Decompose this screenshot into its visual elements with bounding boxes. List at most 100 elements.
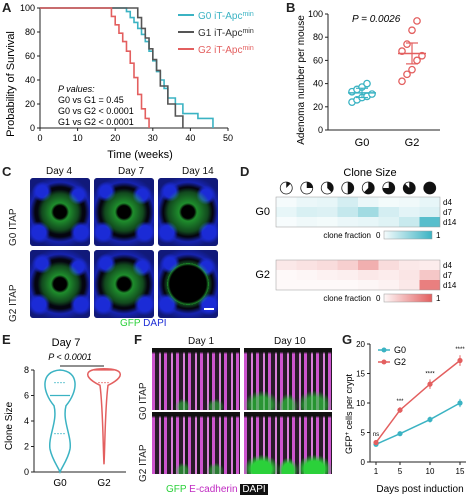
gfp-point-g2: [397, 407, 403, 413]
violin-y-tick-label: 0: [24, 467, 29, 477]
gfp-legend-g2: G2: [394, 357, 406, 367]
gfp-y-tick-label: 15: [356, 370, 365, 379]
gfp-x-tick-label: 5: [398, 467, 403, 476]
panel-c: Day 4 Day 7 Day 14 G0 ITAP G2 ITAP GFP D…: [0, 166, 236, 332]
panel-label-e: E: [2, 332, 11, 347]
gfp-y-tick-label: 0: [361, 458, 366, 467]
c-micrograph-g2-day4: [30, 250, 90, 318]
gfp-point-g0: [397, 431, 403, 437]
heatmap-cell-g2: [276, 270, 297, 280]
adenoma-y-tick-label: 0: [318, 125, 323, 135]
heatmap-cell-g2: [378, 280, 399, 290]
survival-y-tick-label: 0: [30, 123, 35, 133]
c-micrograph-g0-day7: [94, 178, 154, 246]
adenoma-y-tick-label: 100: [308, 9, 323, 19]
heatmap-cell-g0: [358, 197, 379, 207]
heatmap-cell-g2: [399, 280, 420, 290]
adenoma-point-g2: [408, 65, 416, 74]
f-micrograph-g2-day10: [244, 412, 332, 474]
f-day10-label: Day 10: [274, 336, 306, 347]
heatmap-cell-g0: [337, 197, 358, 207]
panel-label-a: A: [2, 0, 12, 15]
violin-y-tick-label: 4: [24, 416, 29, 426]
survival-y-tick-label: 40: [25, 75, 35, 85]
heatmap-cell-g0: [399, 207, 420, 217]
heatmap-group-g2: G2: [255, 269, 270, 281]
gfp-xlabel: Days post induction: [376, 484, 463, 495]
survival-x-tick-label: 0: [37, 133, 42, 143]
adenoma-y-tick-label: 80: [313, 32, 323, 42]
gfp-y-tick-label: 10: [356, 399, 365, 408]
heatmap-cell-g2: [358, 260, 379, 270]
violin-g0: [44, 369, 76, 475]
adenoma-y-tick-label: 60: [313, 55, 323, 65]
c-legend-dapi: DAPI: [143, 318, 167, 329]
c-micrograph-g2-day7: [94, 250, 154, 318]
gfp-y-tick-label: 20: [356, 340, 365, 349]
gfp-line-g2: [375, 359, 461, 443]
heatmap-cell-g0: [317, 197, 338, 207]
c-legend: GFP DAPI: [120, 318, 167, 329]
f-day1-label: Day 1: [188, 336, 215, 347]
c-micrograph-g2-day14: [158, 250, 218, 318]
survival-x-tick-label: 10: [73, 133, 83, 143]
violin-y-tick-label: 6: [24, 391, 29, 401]
heatmap-cell-g0: [337, 207, 358, 217]
f-legend-gfp: GFP: [166, 484, 187, 495]
f-micrograph-g0-day1: [152, 348, 240, 410]
panel-f: Day 1 Day 10 G0 ITAP G2 ITAP GFP E-cadhe…: [136, 334, 340, 496]
survival-legend: G0 iT-Apcmin G1 iT-Apcmin G2 iT-Apcmin: [178, 11, 254, 56]
heatmap-cell-g0: [378, 197, 399, 207]
survival-xlabel: Time (weeks): [107, 149, 173, 161]
f-micrograph-g2-day1: [152, 412, 240, 474]
clone-size-icon-fill-1: [286, 182, 291, 188]
legend-text-g1: G1 iT-Apcmin: [198, 28, 254, 40]
c-day4-label: Day 4: [46, 166, 73, 177]
heatmap-row-label-d4: d4: [443, 261, 452, 270]
panel-label-d: D: [240, 164, 250, 179]
heatmap-cell-g0: [337, 217, 358, 227]
gfp-point-g0: [427, 416, 433, 423]
adenoma-point-g0: [368, 90, 376, 98]
adenoma-pvalue: P = 0.0026: [352, 14, 401, 25]
gfp-significance-marker: ****: [425, 371, 435, 377]
heatmap-cell-g0: [419, 197, 440, 207]
heatmap-cell-g0: [317, 207, 338, 217]
heatmap-cell-g2: [419, 280, 440, 290]
survival-chart: 0 20 40 60 80 100 0 10 20 30 40 50 Probability of S…: [5, 3, 254, 161]
adenoma-point-g2: [403, 40, 411, 49]
violin-category-g0: G0: [53, 478, 67, 489]
gfp-point-g0: [457, 400, 463, 406]
heatmap-cell-g2: [276, 280, 297, 290]
heatmap-row-label-d14: d14: [443, 218, 457, 227]
c-row-g2: G2 ITAP: [8, 284, 19, 322]
f-micrograph-g0-day10: [244, 348, 332, 410]
f-row-g2: G2 ITAP: [138, 444, 149, 482]
gfp-point-g2: [373, 439, 379, 446]
violin-g2: [87, 367, 121, 465]
violin-title: Day 7: [52, 337, 81, 349]
heatmap-cell-g2: [337, 270, 358, 280]
adenoma-y-tick-label: 20: [313, 102, 323, 112]
heatmap-legend-min: 0: [376, 231, 381, 240]
c-day7-label: Day 7: [118, 166, 145, 177]
heatmap-row-label-d7: d7: [443, 271, 452, 280]
pvalue-g0-g2: G0 vs G2 < 0.0001: [58, 106, 134, 116]
heatmap-row-label-d4: d4: [443, 198, 452, 207]
heatmap-legend-min: 0: [376, 294, 381, 303]
heatmap-cell-g2: [419, 260, 440, 270]
heatmap-legend-bar: [383, 293, 433, 303]
heatmap-frame-g2: [275, 259, 441, 291]
f-row-g0: G0 ITAP: [138, 382, 149, 420]
f-legend-dapi: DAPI: [240, 484, 268, 495]
heatmap-group-g0: G0: [255, 206, 270, 218]
panel-label-f: F: [134, 332, 142, 347]
adenoma-point-g0: [363, 79, 371, 88]
gfp-significance-marker: ***: [396, 399, 404, 405]
violin-chart: Day 7 P < 0.0001 Clone Size 0 2 4 6 8 G0 G2: [4, 337, 126, 489]
heatmap-cell-g0: [399, 217, 420, 227]
adenoma-point-g2: [408, 26, 416, 35]
adenoma-point-g2: [398, 77, 406, 86]
heatmap-cell-g0: [296, 217, 317, 227]
